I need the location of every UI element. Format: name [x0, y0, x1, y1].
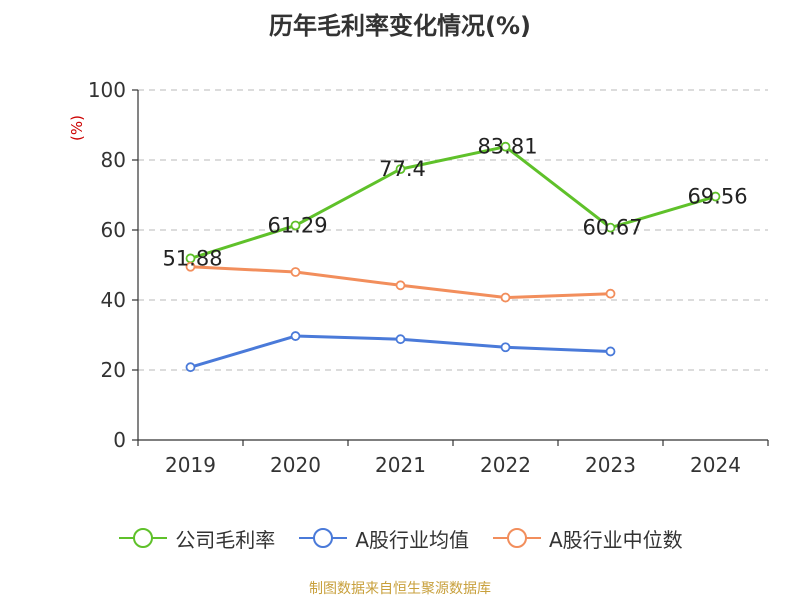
data-point — [500, 342, 511, 353]
x-tick-label: 2024 — [690, 453, 741, 477]
series-line — [190, 145, 716, 260]
data-point — [500, 141, 511, 152]
data-label: 83.81 — [477, 135, 537, 159]
data-point — [605, 222, 616, 233]
data-point — [500, 292, 511, 303]
data-point — [290, 331, 301, 341]
y-tick-label: 40 — [101, 288, 126, 312]
x-tick-label: 2020 — [270, 453, 321, 477]
y-tick-label: 60 — [101, 218, 126, 242]
legend-label: A股行业均值 — [355, 527, 469, 552]
data-point — [395, 280, 406, 291]
y-tick-label: 0 — [113, 428, 126, 452]
legend-label: 公司毛利率 — [175, 527, 276, 552]
legend-swatch-icon — [299, 528, 348, 548]
legend-item[interactable]: 公司毛利率 — [117, 524, 275, 553]
data-label: 69.56 — [687, 185, 747, 209]
legend-item[interactable]: A股行业中位数 — [491, 524, 683, 553]
data-point — [605, 288, 616, 299]
legend-item[interactable]: A股行业均值 — [297, 524, 469, 553]
legend-label: A股行业中位数 — [549, 527, 683, 552]
data-label: 77.4 — [379, 157, 426, 181]
data-point — [290, 220, 301, 231]
data-point — [185, 261, 196, 272]
x-tick-label: 2023 — [585, 453, 636, 477]
legend-swatch-icon — [493, 528, 541, 548]
x-tick-label: 2021 — [375, 453, 426, 477]
legend: 公司毛利率 A股行业均值 A股行业中位数 — [0, 518, 800, 558]
data-labels: 51.88 61.29 77.4 83.81 60.67 69.56 — [162, 135, 747, 271]
data-point — [395, 334, 406, 345]
y-tick-label: 20 — [101, 358, 126, 382]
grid-lines — [138, 89, 768, 371]
data-point — [185, 362, 196, 373]
legend-swatch-icon — [119, 528, 168, 548]
data-label: 61.29 — [267, 213, 327, 237]
data-point — [710, 191, 721, 202]
data-point — [290, 267, 301, 277]
source-note: 制图数据来自恒生聚源数据库 — [309, 581, 491, 597]
data-label: 60.67 — [582, 216, 642, 240]
y-axis-label: (%) — [68, 115, 86, 141]
x-tick-label: 2019 — [165, 453, 216, 477]
y-tick-label: 80 — [101, 148, 126, 172]
series-lines — [185, 141, 721, 373]
data-point — [395, 164, 406, 175]
axes: 0 20 40 60 80 100 2019 2020 2021 2022 2023 2024 — [88, 78, 769, 477]
y-tick-label: 100 — [88, 78, 126, 102]
x-tick-label: 2022 — [480, 453, 531, 477]
data-point — [605, 346, 616, 357]
chart-title: 历年毛利率变化情况(%) — [269, 12, 531, 40]
data-label: 51.88 — [162, 246, 222, 270]
